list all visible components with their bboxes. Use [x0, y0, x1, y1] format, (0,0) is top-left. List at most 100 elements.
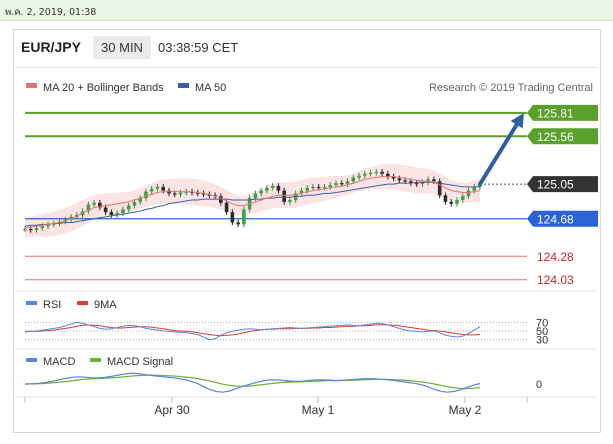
- ma20-line: [24, 176, 481, 229]
- candle-body: [386, 173, 390, 177]
- candle-body: [109, 212, 114, 215]
- rsi-line: [24, 321, 481, 341]
- candle-body: [460, 196, 465, 200]
- candle-body: [92, 202, 96, 205]
- candle-body: [224, 202, 229, 213]
- rsi-ma-line: [25, 324, 481, 337]
- candle-body: [149, 188, 154, 192]
- ma50-legend-label: MA 50: [195, 82, 226, 94]
- candle-body: [363, 173, 367, 176]
- candle-body: [253, 193, 258, 199]
- candle-body: [316, 186, 321, 189]
- rsi-tick-0: 70: [536, 317, 548, 329]
- candle-body: [334, 183, 338, 185]
- candle-body: [374, 171, 379, 174]
- timeframe-badge[interactable]: 30 MIN: [93, 36, 151, 59]
- candle-body: [34, 228, 39, 230]
- level-label-2: 125.05: [537, 178, 574, 192]
- candle-body: [299, 190, 304, 194]
- candle-body: [242, 209, 246, 225]
- candle-body: [426, 179, 430, 183]
- candle-body: [236, 222, 240, 225]
- x-tick-label-2: May 2: [449, 403, 482, 417]
- candle-body: [230, 212, 235, 223]
- candle-body: [432, 179, 436, 182]
- level-label-3: 124.68: [537, 212, 574, 226]
- candle-body: [397, 178, 402, 181]
- macd-ticks: 0: [536, 379, 542, 391]
- symbol-title: EUR/JPY: [21, 39, 81, 55]
- ma50-legend-swatch: [178, 83, 189, 88]
- candle-body: [357, 175, 361, 178]
- candle-body: [161, 186, 166, 191]
- candle-body: [293, 193, 298, 200]
- rsi-ma-legend-swatch: [77, 301, 88, 305]
- date-bar: พ.ค. 2, 2019, 01:38: [0, 0, 613, 21]
- macd-legend-swatch: [26, 358, 37, 362]
- candle-body: [339, 183, 344, 185]
- rsi-tick-1: 50: [536, 326, 548, 338]
- candle-body: [184, 191, 189, 193]
- macd-legend-label: MACD: [43, 356, 75, 368]
- level-lines: [25, 111, 527, 281]
- candle-body: [328, 185, 333, 187]
- ma20-legend-swatch: [26, 83, 37, 88]
- rsi-legend-swatch: [26, 301, 37, 305]
- candle-body: [103, 207, 108, 213]
- candle-body: [351, 177, 356, 182]
- bollinger-band: [25, 163, 480, 238]
- x-axis: Apr 30 May 1 May 2: [24, 397, 528, 417]
- rsi-legend-label: RSI: [43, 299, 61, 311]
- candle-body: [121, 209, 125, 214]
- candle-body: [115, 213, 119, 215]
- candle-body: [403, 180, 407, 182]
- candle-body: [305, 187, 310, 191]
- candle-body: [207, 194, 212, 196]
- macd-signal-line: [24, 374, 481, 390]
- candle-body: [276, 185, 281, 191]
- header-divider: [15, 67, 597, 68]
- candle-body: [138, 198, 142, 202]
- candle-body: [144, 191, 148, 199]
- candle-body: [40, 226, 45, 229]
- rsi-tick-2: 30: [536, 335, 548, 347]
- macd-tick-0: 0: [536, 379, 542, 391]
- candle-body: [23, 229, 27, 231]
- candle-body: [368, 172, 373, 175]
- level-label-0: 125.81: [537, 106, 574, 120]
- macd-signal-legend-label: MACD Signal: [107, 356, 173, 368]
- ma50-line: [24, 181, 480, 227]
- candle-body: [282, 190, 286, 202]
- level-box-3: [527, 210, 598, 227]
- ma20-legend-label: MA 20 + Bollinger Bands: [43, 82, 164, 94]
- candle-body: [51, 223, 56, 225]
- forecast-arrowhead: [510, 112, 524, 129]
- candle-body: [126, 205, 131, 210]
- level-box-0: [527, 104, 598, 121]
- macd-signal-legend-swatch: [90, 358, 101, 362]
- candle-body: [288, 200, 292, 202]
- macd-line: [24, 372, 481, 393]
- candle-body: [391, 176, 396, 179]
- level-box-1: [527, 128, 598, 145]
- candle-body: [178, 192, 183, 195]
- candle-body: [472, 186, 477, 191]
- candle-body: [195, 192, 200, 194]
- candle-body: [449, 201, 454, 204]
- level-label-4: 124.28: [537, 250, 574, 264]
- candle-body: [28, 229, 33, 231]
- candle-body: [155, 186, 160, 189]
- candle-body: [201, 193, 206, 195]
- x-tick-label-0: Apr 30: [154, 403, 190, 417]
- candle-body: [345, 181, 350, 185]
- level-label-1: 125.56: [537, 130, 574, 144]
- candle-body: [409, 181, 413, 184]
- candle-body: [270, 185, 275, 188]
- candle-body: [46, 224, 50, 227]
- candle-body: [190, 191, 194, 193]
- level-box-2: [527, 176, 598, 193]
- candle-body: [132, 201, 137, 206]
- level-labels: 125.81 125.56 125.05 124.68 124.28 124.03: [527, 104, 598, 287]
